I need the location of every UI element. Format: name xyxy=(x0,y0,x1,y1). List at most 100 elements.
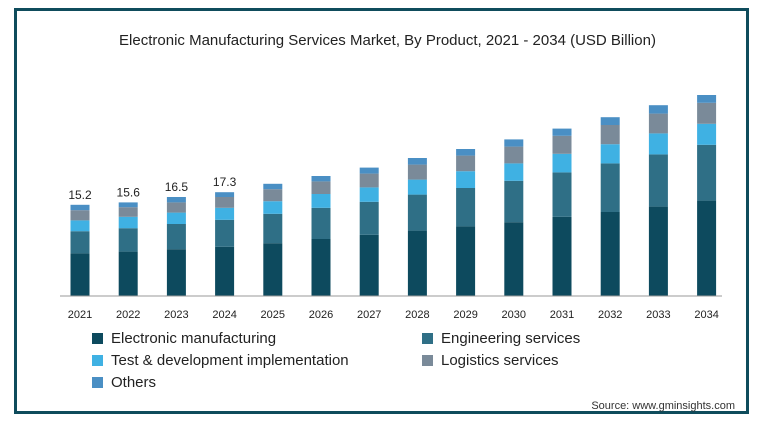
bar-2030-series-3 xyxy=(504,146,524,164)
bar-2030-series-4 xyxy=(504,139,524,147)
bar-2025-series-0 xyxy=(263,243,283,296)
x-tick-label: 2029 xyxy=(453,309,477,321)
bar-2024-series-3 xyxy=(215,197,235,208)
bar-2031-series-3 xyxy=(552,135,572,154)
bar-2025-series-1 xyxy=(263,213,283,244)
bar-2026-series-0 xyxy=(311,239,331,296)
bar-2026-series-1 xyxy=(311,207,331,239)
legend-swatch xyxy=(422,355,433,366)
bar-2034-series-0 xyxy=(697,200,717,296)
bar-2026-series-2 xyxy=(311,194,331,208)
data-label: 15.6 xyxy=(117,185,141,199)
x-tick-label: 2023 xyxy=(164,309,188,321)
legend-label: Test & development implementation xyxy=(111,352,349,369)
bar-2024-series-1 xyxy=(215,219,235,247)
legend-swatch xyxy=(92,377,103,388)
chart-title: Electronic Manufacturing Services Market… xyxy=(119,32,656,49)
legend-label: Engineering services xyxy=(441,330,581,347)
legend-item-electronic-manufacturing: Electronic manufacturing xyxy=(92,330,276,347)
x-tick-label: 2026 xyxy=(309,309,333,321)
x-tick-label: 2034 xyxy=(694,309,718,321)
bar-2021-series-1 xyxy=(70,231,90,254)
bar-2022-series-0 xyxy=(118,251,138,296)
legend-item-test-development: Test & development implementation xyxy=(92,352,349,369)
bars-group xyxy=(70,95,717,296)
x-tick-label: 2032 xyxy=(598,309,622,321)
bar-2034-series-1 xyxy=(697,144,717,201)
bar-2023-series-0 xyxy=(166,249,186,296)
bar-2031-series-4 xyxy=(552,128,572,136)
bar-2026-series-3 xyxy=(311,181,331,194)
legend-swatch xyxy=(92,333,103,344)
x-tick-label: 2025 xyxy=(261,309,285,321)
bar-2028-series-0 xyxy=(407,230,427,296)
x-tick-label: 2033 xyxy=(646,309,670,321)
bar-2021-series-2 xyxy=(70,220,90,232)
bar-2022-series-1 xyxy=(118,228,138,252)
x-tick-label: 2024 xyxy=(212,309,236,321)
x-tick-label: 2022 xyxy=(116,309,140,321)
bar-2033-series-1 xyxy=(648,154,668,207)
legend-item-engineering-services: Engineering services xyxy=(422,330,580,347)
x-tick-label: 2030 xyxy=(502,309,526,321)
bar-2032-series-1 xyxy=(600,163,620,212)
bar-2028-series-2 xyxy=(407,179,427,195)
bar-2029-series-4 xyxy=(456,149,476,156)
bar-2030-series-0 xyxy=(504,222,524,296)
bar-2032-series-0 xyxy=(600,212,620,296)
bar-2028-series-4 xyxy=(407,158,427,165)
bar-2027-series-2 xyxy=(359,187,379,202)
bar-2022-series-4 xyxy=(118,202,138,208)
data-labels: 15.2 15.6 16.5 17.3 xyxy=(68,175,236,202)
bar-2034-series-2 xyxy=(697,123,717,145)
bar-2029-series-2 xyxy=(456,171,476,188)
bar-2032-series-2 xyxy=(600,144,620,164)
bar-2023-series-4 xyxy=(166,197,186,203)
bar-2033-series-0 xyxy=(648,206,668,296)
bar-2033-series-4 xyxy=(648,105,668,114)
x-tick-label: 2021 xyxy=(68,309,92,321)
bar-2024-series-2 xyxy=(215,207,235,220)
data-label: 16.5 xyxy=(165,180,189,194)
legend-item-others: Others xyxy=(92,374,156,391)
x-tick-label: 2031 xyxy=(550,309,574,321)
bar-2032-series-3 xyxy=(600,125,620,145)
bar-2031-series-1 xyxy=(552,172,572,217)
bar-2033-series-3 xyxy=(648,113,668,134)
legend-label: Logistics services xyxy=(441,352,559,369)
bar-2031-series-0 xyxy=(552,216,572,296)
bar-2032-series-4 xyxy=(600,117,620,125)
x-tick-label: 2027 xyxy=(357,309,381,321)
bar-2024-series-0 xyxy=(215,246,235,296)
bar-2030-series-2 xyxy=(504,163,524,181)
bar-2029-series-0 xyxy=(456,226,476,296)
bar-2025-series-3 xyxy=(263,189,283,202)
bar-2025-series-4 xyxy=(263,183,283,190)
bar-2026-series-4 xyxy=(311,176,331,182)
bar-2021-series-4 xyxy=(70,204,90,211)
bar-2031-series-2 xyxy=(552,153,572,173)
bar-2027-series-1 xyxy=(359,201,379,235)
bar-2023-series-1 xyxy=(166,224,186,250)
bar-2021-series-0 xyxy=(70,253,90,296)
legend-label: Electronic manufacturing xyxy=(111,330,277,347)
legend-item-logistics-services: Logistics services xyxy=(422,352,559,369)
bar-2024-series-4 xyxy=(215,192,235,197)
bar-2030-series-1 xyxy=(504,180,524,223)
source-note: Source: www.gminsights.com xyxy=(591,400,735,412)
bar-2027-series-0 xyxy=(359,234,379,296)
x-tick-labels: 2021 2022 2023 2024 2025 2026 2027 2028 2029 2030… xyxy=(68,309,719,321)
bar-2029-series-3 xyxy=(456,155,476,172)
bar-2021-series-3 xyxy=(70,210,90,221)
bar-2028-series-1 xyxy=(407,194,427,231)
bar-2023-series-3 xyxy=(166,202,186,213)
legend-swatch xyxy=(92,355,103,366)
bar-2022-series-2 xyxy=(118,216,138,229)
bar-2027-series-3 xyxy=(359,173,379,188)
bar-2022-series-3 xyxy=(118,207,138,217)
bar-2023-series-2 xyxy=(166,212,186,224)
bar-2025-series-2 xyxy=(263,201,283,214)
bar-2027-series-4 xyxy=(359,167,379,174)
bar-2034-series-3 xyxy=(697,102,717,124)
